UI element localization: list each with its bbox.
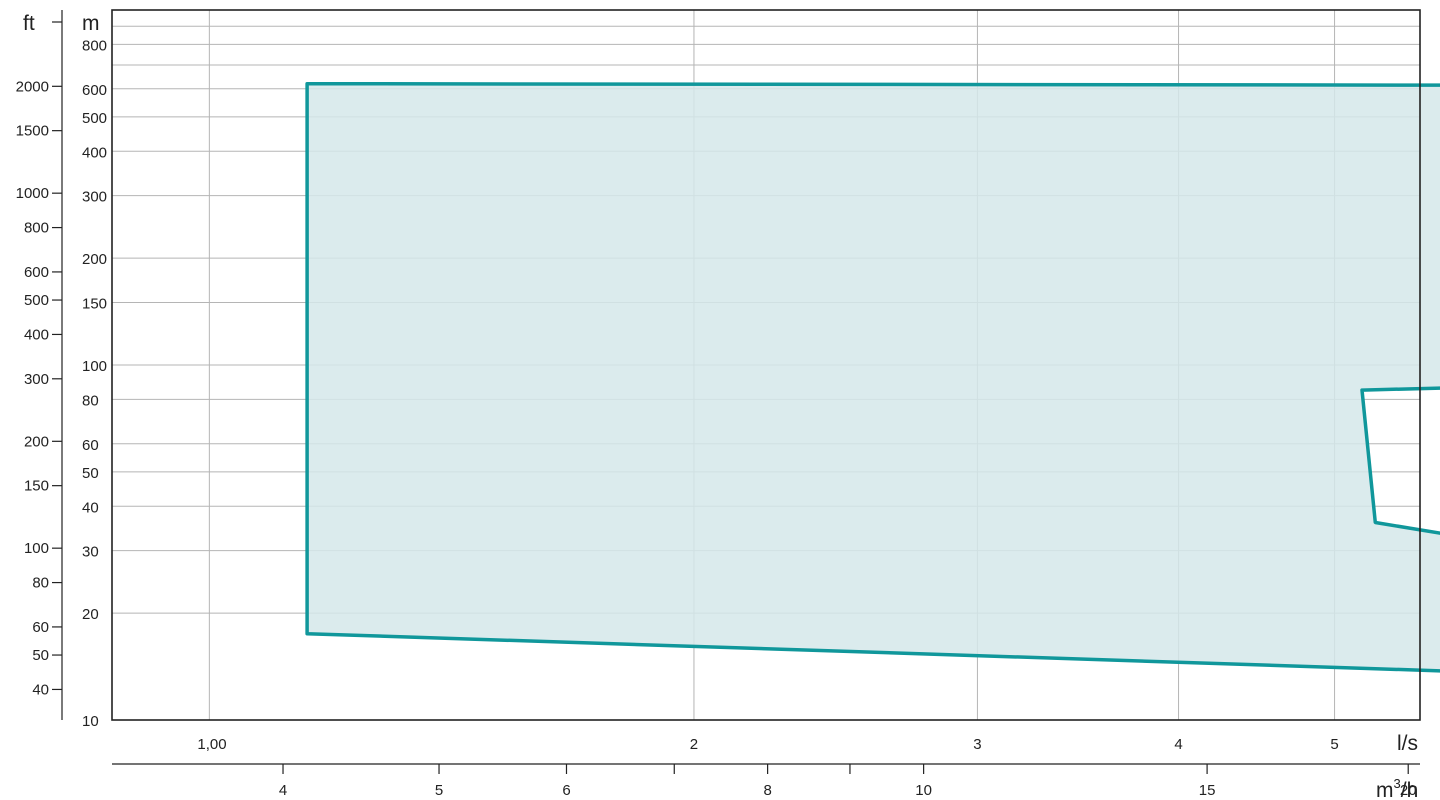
ft-tick-label: 200 (24, 433, 49, 450)
y-tick-label: 200 (82, 251, 107, 268)
y-tick-label: 150 (82, 295, 107, 312)
y-tick-label: 300 (82, 189, 107, 206)
y-tick-label: 30 (82, 544, 99, 561)
plot-frame (111, 9, 1421, 721)
x-tick-label: 3 (973, 736, 981, 753)
ft-tick-label: 300 (24, 371, 49, 388)
ft-tick-label: 50 (32, 647, 49, 664)
x-axis-m3h: 45681015203040506080100150200300400500 (112, 763, 1420, 799)
ft-tick-label: 60 (32, 619, 49, 636)
ft-tick-label: 1500 (16, 123, 49, 140)
y-tick-label: 500 (82, 110, 107, 127)
m3h-tick-label: 8 (763, 782, 771, 799)
ft-tick-label: 40 (32, 681, 49, 698)
m3h-tick-label: 15 (1199, 782, 1216, 799)
ft-tick-label: 100 (24, 540, 49, 557)
y-tick-label: 800 (82, 37, 107, 54)
x-tick-label: 1,00 (197, 736, 226, 753)
y-unit-ft: ft (23, 12, 35, 35)
y-tick-label: 40 (82, 499, 99, 516)
m3h-tick-label: 6 (562, 782, 570, 799)
m3h-tick-label: 10 (915, 782, 932, 799)
x-unit-m3h: m3/h (1376, 776, 1418, 800)
x-unit-ls: l/s (1397, 732, 1418, 755)
ft-tick-label: 2000 (16, 78, 49, 95)
x-tick-label: 4 (1174, 736, 1182, 753)
ft-tick-label: 80 (32, 575, 49, 592)
y-tick-label: 60 (82, 437, 99, 454)
x-tick-label: 2 (690, 736, 698, 753)
y-tick-label: 100 (82, 358, 107, 375)
y-tick-label: 50 (82, 465, 99, 482)
ft-tick-label: 500 (24, 292, 49, 309)
plot-border (111, 9, 1421, 721)
y-axis-ft: 40 50 60 80 100 150 200 300 400 500 600 800 1000 1500… (16, 10, 63, 720)
ft-tick-label: 800 (24, 220, 49, 237)
y-unit-m: m (82, 12, 100, 35)
x-axis-labels-ls: 1,002345678910,002030405060708090100,00 (197, 736, 1338, 753)
y-tick-label: 80 (82, 392, 99, 409)
m3h-tick-label: 5 (435, 782, 443, 799)
x-tick-label: 5 (1330, 736, 1338, 753)
y-tick-label: 20 (82, 606, 99, 623)
y-tick-label: 400 (82, 144, 107, 161)
ft-tick-label: 400 (24, 326, 49, 343)
m3h-tick-label: 20 (1400, 782, 1417, 799)
y-axis-labels-m: 10 20 30 40 50 60 80 100 150 200 300 400 500 600 800 (82, 37, 107, 730)
ft-tick-label: 150 (24, 478, 49, 495)
ft-tick-label: 600 (24, 264, 49, 281)
ft-tick-label: 1000 (16, 185, 49, 202)
m3h-tick-label: 4 (279, 782, 287, 799)
y-tick-label: 10 (82, 713, 99, 730)
operating-range-area (305, 81, 1440, 673)
y-tick-label: 600 (82, 82, 107, 99)
